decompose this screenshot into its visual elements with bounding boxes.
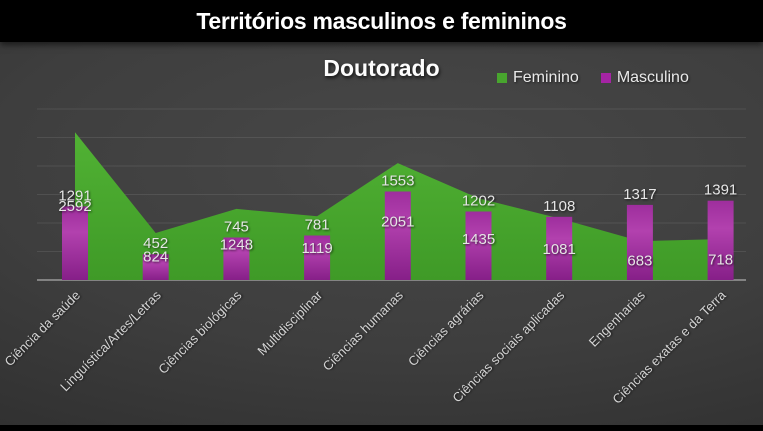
- title-bar: Territórios masculinos e femininos: [0, 0, 763, 42]
- page-title: Territórios masculinos e femininos: [196, 7, 567, 34]
- masculino-value-label: 745: [224, 219, 249, 236]
- masculino-value-label: 1391: [704, 182, 737, 199]
- feminino-swatch-icon: [497, 73, 507, 83]
- masculino-bar: [707, 200, 734, 280]
- feminino-value-label: 1435: [462, 231, 495, 248]
- x-axis-label: Ciências biológicas: [155, 287, 245, 377]
- masculino-value-label: 452: [143, 235, 168, 252]
- legend-label-feminino: Feminino: [513, 69, 579, 86]
- x-axis-label: Ciências agrárias: [405, 287, 487, 369]
- masculino-bar: [304, 235, 331, 280]
- feminino-value-label: 824: [143, 249, 168, 266]
- feminino-value-label: 1119: [302, 240, 333, 257]
- feminino-value-label: 1248: [220, 236, 253, 253]
- legend: Feminino Masculino: [497, 69, 689, 87]
- chart-title: Doutorado: [323, 55, 440, 81]
- feminino-value-label: 2592: [58, 198, 91, 215]
- masculino-value-label: 781: [305, 217, 330, 234]
- masculino-value-label: 1553: [381, 173, 414, 190]
- legend-item-feminino: Feminino: [497, 69, 579, 87]
- masculino-bar: [62, 206, 88, 280]
- x-axis-label: Ciência da saúde: [1, 288, 83, 370]
- masculino-value-label: 1291: [58, 187, 91, 204]
- masculino-bar: [223, 237, 250, 280]
- legend-label-masculino: Masculino: [616, 69, 689, 86]
- feminino-value-label: 683: [627, 253, 652, 270]
- x-axis-label: Ciências humanas: [320, 287, 407, 374]
- x-axis-label: Engenharias: [586, 287, 649, 350]
- masculino-bar: [546, 216, 573, 280]
- masculino-swatch-icon: [600, 73, 611, 83]
- masculino-value-label: 1317: [623, 186, 656, 203]
- masculino-bar: [465, 211, 492, 280]
- feminino-value-label: 718: [708, 252, 733, 269]
- masculino-bar: [626, 204, 653, 280]
- masculino-value-label: 1202: [462, 193, 495, 210]
- masculino-bar: [142, 254, 169, 280]
- masculino-value-label: 1108: [543, 198, 575, 215]
- x-axis-label: Multidisciplinar: [254, 287, 325, 358]
- feminino-value-label: 1081: [543, 241, 576, 258]
- masculino-bar: [384, 191, 411, 280]
- feminino-value-label: 2051: [381, 214, 414, 231]
- legend-item-masculino: Masculino: [600, 69, 689, 87]
